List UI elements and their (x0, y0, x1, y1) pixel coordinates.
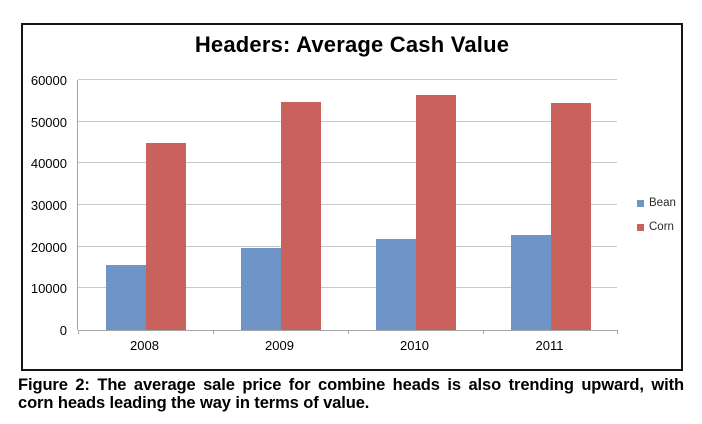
gridline (78, 204, 617, 205)
figure-caption-line-2: corn heads leading the way in terms of v… (18, 394, 370, 412)
y-tick-label: 60000 (30, 73, 67, 88)
bar-corn-2010 (415, 95, 456, 330)
legend-swatch-icon (637, 199, 644, 207)
y-tick-label: 40000 (30, 156, 67, 172)
y-tick-label: 20000 (30, 239, 67, 255)
y-tick-label: 0 (59, 323, 67, 338)
x-axis-tick (483, 330, 484, 334)
legend-item-bean: Bean (637, 197, 683, 209)
x-axis-tick (348, 330, 349, 334)
legend-swatch-icon (637, 223, 644, 231)
gridline (78, 287, 617, 289)
x-tick-label: 2010 (400, 338, 429, 353)
gridline (78, 245, 617, 247)
plot-area (77, 79, 618, 334)
x-tick-label: 2009 (265, 338, 294, 353)
x-axis-tick (617, 330, 618, 334)
x-axis-tick (213, 330, 214, 334)
gridline (78, 120, 617, 122)
y-tick-label: 50000 (30, 114, 67, 130)
chart-frame: Headers: Average Cash Value 0 10000 20000 3… (21, 23, 683, 371)
bar-bean-2010 (375, 239, 416, 330)
x-axis-line (78, 330, 617, 331)
bar-bean-2008 (105, 265, 146, 330)
legend-label: Corn (649, 221, 674, 233)
y-tick-label: 30000 (30, 198, 67, 213)
x-axis: 2008 2009 2010 2011 (77, 338, 617, 356)
y-tick-label: 10000 (30, 281, 67, 297)
gridline (78, 162, 617, 164)
x-tick-label: 2011 (535, 338, 564, 353)
x-tick-label: 2008 (130, 338, 159, 353)
bar-bean-2009 (240, 247, 281, 330)
bar-bean-2011 (510, 235, 551, 330)
chart-title: Headers: Average Cash Value (194, 32, 510, 57)
figure-caption: Figure 2: The average sale price for com… (18, 376, 684, 412)
bar-corn-2008 (145, 143, 186, 330)
y-axis: 0 10000 20000 30000 40000 50000 60000 (25, 73, 73, 338)
figure-caption-line-1: Figure 2: The average sale price for com… (18, 376, 684, 394)
bar-corn-2009 (280, 101, 321, 330)
gridline (78, 79, 617, 80)
legend-item-corn: Corn (637, 221, 683, 233)
legend: Bean Corn (637, 197, 683, 245)
x-axis-tick (78, 330, 79, 334)
bar-corn-2011 (550, 102, 591, 330)
legend-label: Bean (649, 197, 676, 209)
